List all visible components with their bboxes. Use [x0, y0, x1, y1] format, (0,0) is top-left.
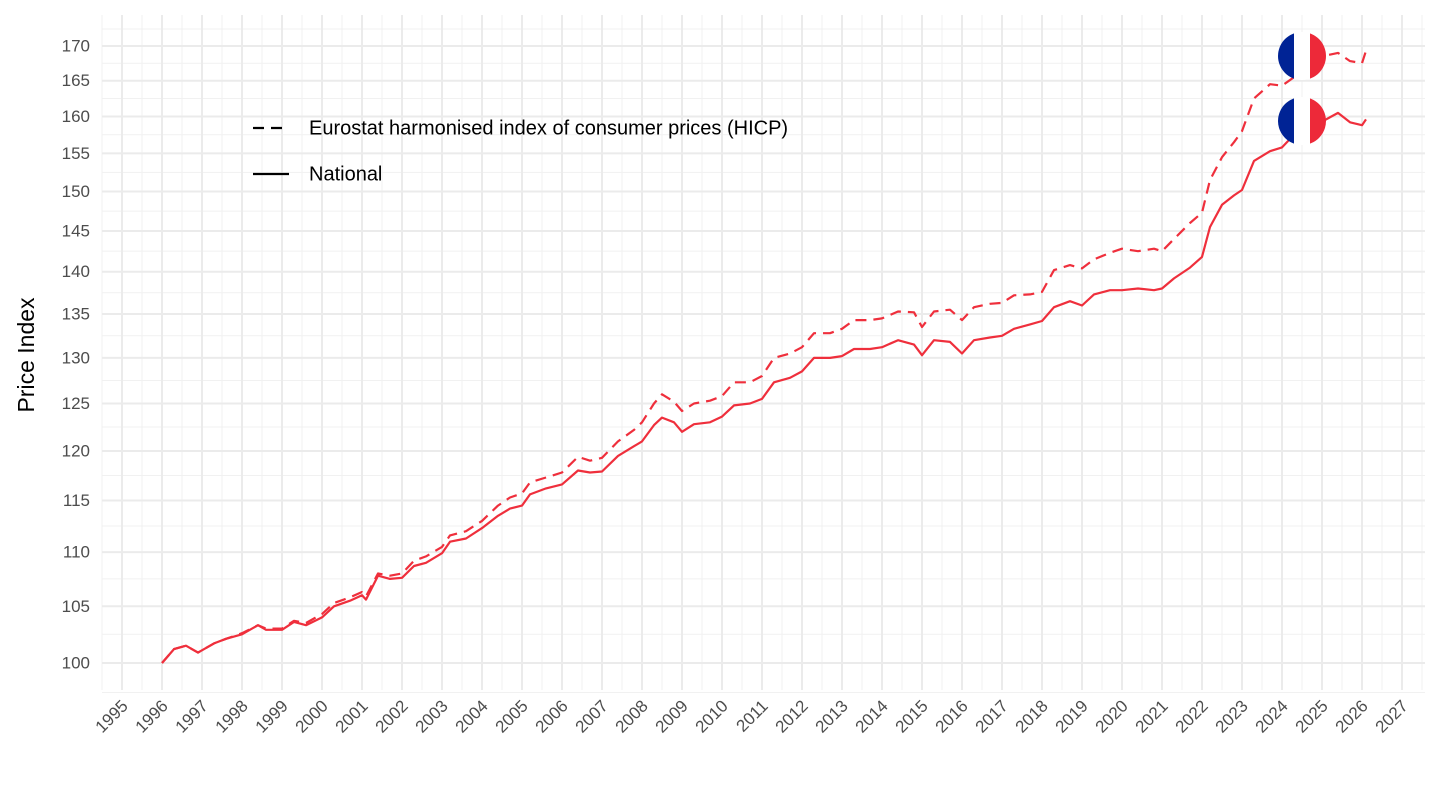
series-line-hicp: [161, 50, 1368, 664]
x-tick-label: 2016: [932, 696, 972, 736]
legend-label-hicp: Eurostat harmonised index of consumer pr…: [309, 117, 788, 139]
series-line-national: [161, 111, 1367, 664]
flag-stripe-blue: [1278, 32, 1294, 80]
flag-stripe-white: [1294, 97, 1310, 145]
y-axis-label: Price Index: [13, 297, 39, 413]
x-tick-label: 2000: [292, 696, 332, 736]
y-tick-label: 160: [62, 107, 90, 126]
y-tick-label: 115: [63, 491, 90, 510]
series-lines: [161, 50, 1368, 664]
x-tick-label: 2006: [532, 696, 572, 736]
y-tick-label: 100: [62, 653, 90, 672]
flag-stripe-red: [1310, 97, 1326, 145]
y-tick-label: 120: [62, 441, 90, 460]
y-tick-label: 155: [62, 144, 90, 163]
flags: [1278, 32, 1326, 145]
flag-stripe-white: [1294, 32, 1310, 80]
x-tick-label: 1998: [212, 696, 252, 736]
y-tick-label: 135: [62, 305, 90, 324]
x-tick-label: 2004: [452, 696, 492, 736]
y-axis-ticks: 100 105 110 115 120 125 130 135 140 145 150 155 160 1…: [62, 36, 90, 672]
x-tick-label: 2002: [372, 696, 412, 736]
y-tick-label: 125: [62, 394, 90, 413]
grid: [101, 15, 1425, 693]
x-tick-label: 2001: [332, 696, 372, 736]
x-tick-label: 2019: [1052, 696, 1092, 736]
x-tick-label: 2025: [1292, 696, 1332, 736]
y-tick-label: 165: [62, 71, 90, 90]
flag-icon-hicp: [1278, 32, 1326, 80]
x-tick-label: 2020: [1092, 696, 1132, 736]
flag-icon-national: [1278, 97, 1326, 145]
y-tick-label: 110: [63, 543, 90, 562]
y-tick-label: 140: [62, 262, 90, 281]
legend-label-national: National: [309, 163, 382, 185]
x-tick-label: 1995: [92, 696, 132, 736]
x-tick-label: 2009: [652, 696, 692, 736]
x-tick-label: 2015: [892, 696, 932, 736]
x-tick-label: 2017: [972, 696, 1012, 736]
x-tick-label: 1997: [172, 696, 212, 736]
x-tick-label: 2026: [1332, 696, 1372, 736]
x-tick-label: 2003: [412, 696, 452, 736]
x-tick-label: 2008: [612, 696, 652, 736]
y-tick-label: 150: [62, 182, 90, 201]
x-tick-label: 2023: [1212, 696, 1252, 736]
y-tick-label: 145: [62, 221, 90, 240]
x-tick-label: 2005: [492, 696, 532, 736]
y-tick-label: 105: [62, 597, 90, 616]
x-tick-label: 2021: [1132, 696, 1172, 736]
y-tick-label: 130: [62, 348, 90, 367]
flag-stripe-red: [1310, 32, 1326, 80]
flag-stripe-blue: [1278, 97, 1294, 145]
x-tick-label: 1996: [132, 696, 172, 736]
x-tick-label: 2011: [733, 696, 772, 735]
x-axis-ticks: 1995 1996 1997 1998 1999 2000 2001 2002 2003 2004…: [92, 696, 1412, 736]
x-tick-label: 1999: [252, 696, 292, 736]
legend: Eurostat harmonised index of consumer pr…: [253, 117, 788, 185]
x-tick-label: 2022: [1172, 696, 1212, 736]
x-tick-label: 2027: [1372, 696, 1412, 736]
x-tick-label: 2018: [1012, 696, 1052, 736]
x-tick-label: 2010: [692, 696, 732, 736]
x-tick-label: 2013: [812, 696, 852, 736]
x-tick-label: 2024: [1252, 696, 1292, 736]
x-tick-label: 2012: [772, 696, 812, 736]
y-tick-label: 170: [62, 36, 90, 55]
x-tick-label: 2014: [852, 696, 892, 736]
x-tick-label: 2007: [572, 696, 612, 736]
